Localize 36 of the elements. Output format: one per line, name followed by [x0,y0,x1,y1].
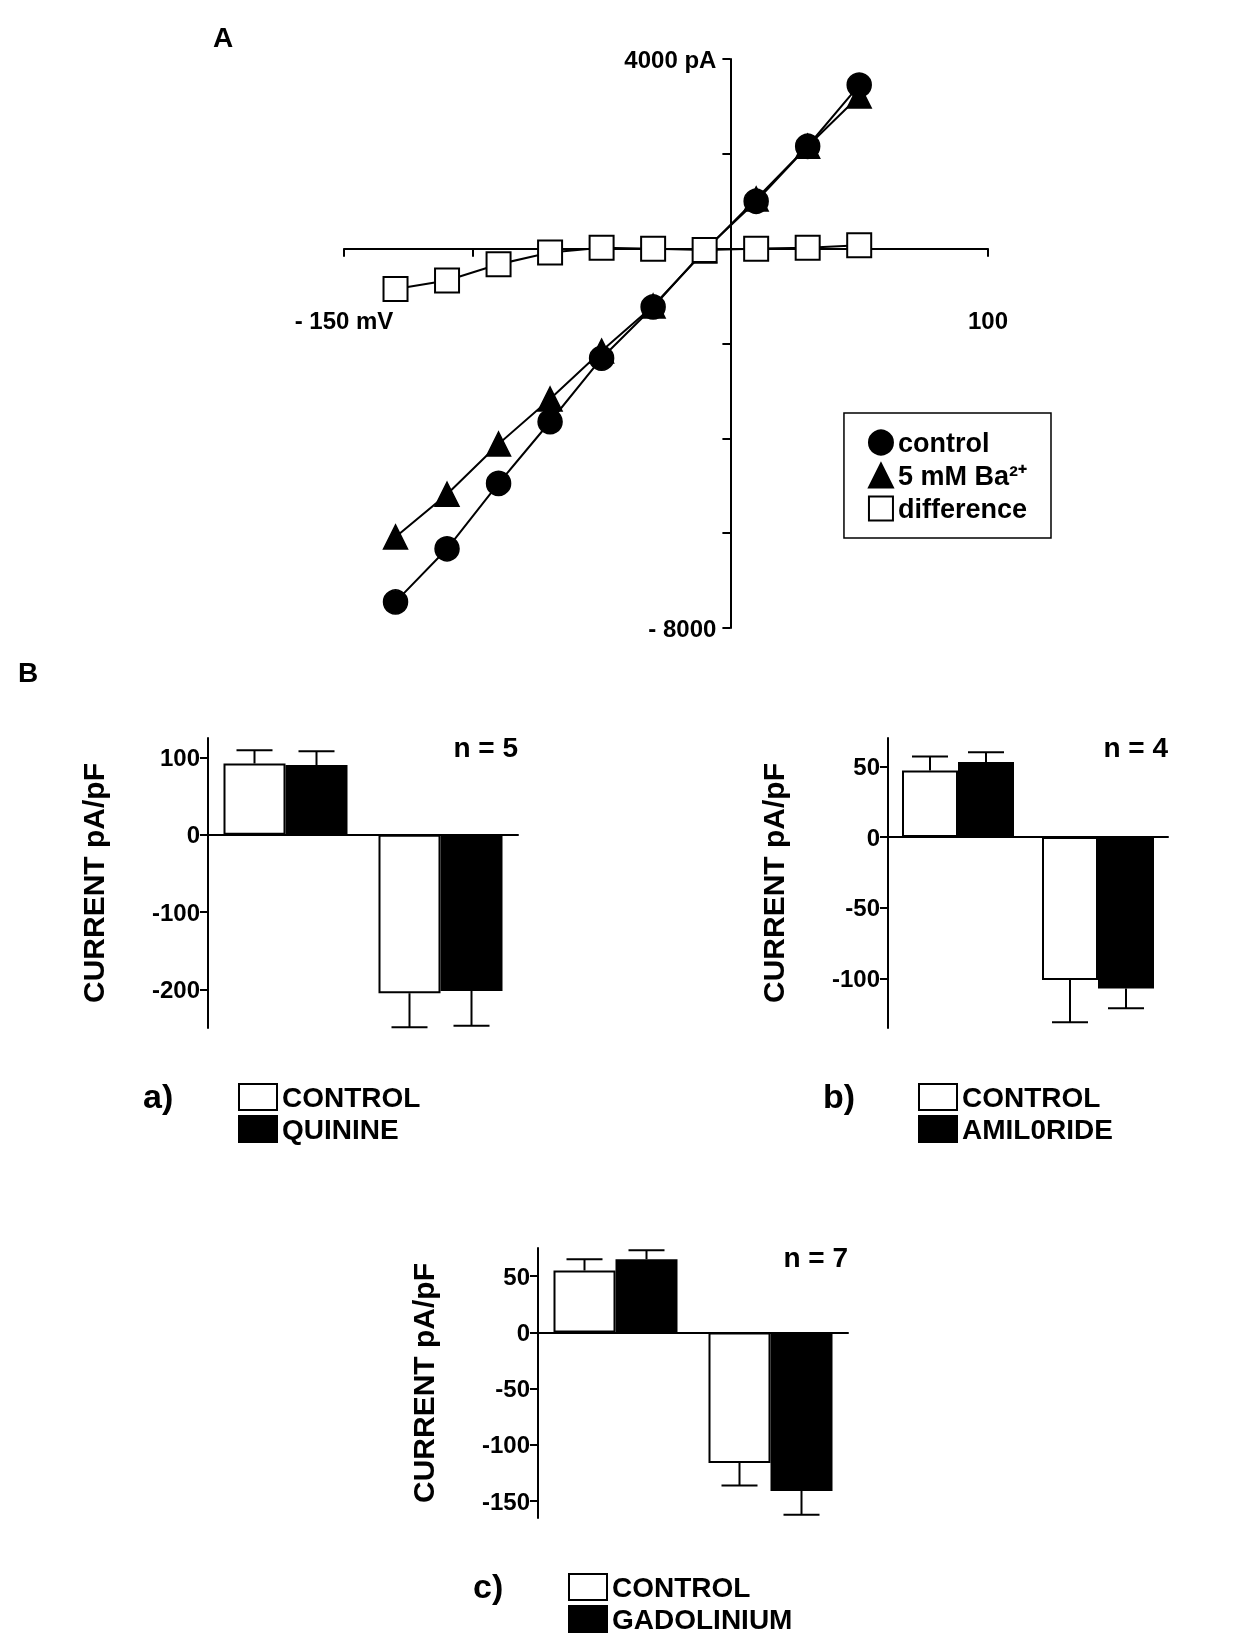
legend-label: GADOLINIUM [612,1603,793,1635]
text: b) [823,1077,856,1115]
text: a) [143,1077,174,1115]
y-tick-label: -150 [481,1487,530,1515]
y-tick-label: 4000 pA [624,45,717,73]
annotation: n = 4 [1103,731,1169,763]
text: B [18,656,39,688]
y-axis-title: CURRENT pA/pF [76,763,110,1003]
y-tick-label: -50 [495,1375,530,1403]
legend-label: QUININE [282,1113,399,1145]
x-tick-label: - 150 mV [294,307,394,335]
legend-label: 5 mM Ba²⁺ [897,460,1027,491]
y-axis-title: CURRENT pA/pF [756,763,790,1003]
y-tick-label: 0 [186,821,200,849]
y-axis-title: CURRENT pA/pF [406,1263,440,1503]
y-tick-label: 50 [853,752,880,780]
y-tick-label: 0 [516,1318,530,1346]
y-tick-label: -50 [845,894,880,922]
annotation: n = 7 [783,1241,849,1273]
legend-label: CONTROL [962,1081,1101,1113]
y-tick-label: -100 [151,898,200,926]
y-tick-label: 0 [866,823,880,851]
y-tick-label: -200 [151,975,200,1003]
legend-label: AMIL0RIDE [962,1113,1113,1145]
legend-label: CONTROL [612,1571,751,1603]
legend-label: control [897,427,990,458]
legend-label: CONTROL [282,1081,421,1113]
y-tick-label: - 8000 [648,614,717,642]
chart-title: A [213,21,234,53]
annotation: n = 5 [453,731,519,763]
y-tick-label: -100 [831,964,880,992]
y-tick-label: 100 [159,743,200,771]
y-tick-label: 50 [503,1262,530,1290]
legend-label: difference [897,493,1028,524]
y-tick-label: -100 [481,1431,530,1459]
text: c) [473,1567,504,1605]
